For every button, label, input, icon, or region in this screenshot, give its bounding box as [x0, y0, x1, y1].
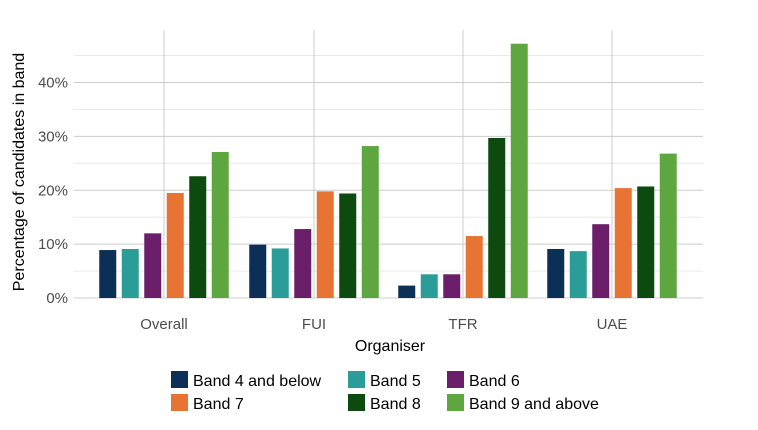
y-tick-label: 0% [46, 290, 68, 307]
bar [144, 233, 162, 298]
x-tick-labels: Overall FUI TFR UAE [140, 316, 627, 333]
bar [443, 274, 461, 298]
bar [361, 146, 379, 298]
bar [569, 251, 587, 298]
x-tick-label: UAE [597, 316, 628, 333]
bar [294, 229, 312, 298]
bar [510, 43, 528, 299]
legend-item: Band 8 [348, 394, 421, 413]
legend-label: Band 7 [193, 396, 244, 413]
bar [316, 191, 334, 298]
bar [420, 274, 438, 298]
legend-label: Band 5 [370, 373, 421, 390]
bar [166, 192, 184, 298]
legend-label: Band 9 and above [469, 396, 599, 413]
x-tick-label: TFR [448, 316, 477, 333]
bar [249, 244, 267, 298]
legend-item: Band 9 and above [447, 394, 599, 413]
legend-swatch [447, 371, 464, 388]
legend-label: Band 6 [469, 373, 520, 390]
bar [488, 137, 506, 298]
bar [592, 224, 610, 298]
bar [398, 285, 416, 298]
bar [211, 151, 229, 298]
legend-swatch [171, 394, 188, 411]
y-tick-label: 30% [38, 128, 68, 145]
y-tick-label: 10% [38, 236, 68, 253]
legend-item: Band 6 [447, 371, 520, 390]
bar [99, 250, 117, 298]
bar [121, 248, 139, 298]
legend-swatch [348, 394, 365, 411]
legend: Band 4 and below Band 5 Band 6 Band 7 Band 8… [171, 371, 599, 413]
legend-swatch [348, 371, 365, 388]
legend-label: Band 8 [370, 396, 421, 413]
bar [465, 236, 483, 298]
bar [339, 193, 357, 298]
legend-label: Band 4 and below [193, 373, 322, 390]
y-tick-label: 40% [38, 75, 68, 92]
bar [189, 176, 207, 298]
y-tick-labels: 0% 10% 20% 30% 40% [38, 75, 68, 308]
legend-swatch [447, 394, 464, 411]
bar [637, 186, 655, 298]
bars [99, 43, 677, 299]
legend-swatch [171, 371, 188, 388]
bar [614, 188, 632, 298]
legend-item: Band 4 and below [171, 371, 322, 390]
y-axis-title: Percentage of candidates in band [11, 53, 28, 291]
bar [659, 153, 677, 298]
y-tick-label: 20% [38, 182, 68, 199]
legend-item: Band 5 [348, 371, 421, 390]
legend-item: Band 7 [171, 394, 244, 413]
bar [547, 248, 565, 298]
x-tick-label: Overall [140, 316, 188, 333]
x-axis-title: Organiser [355, 338, 426, 355]
x-tick-label: FUI [302, 316, 326, 333]
bar [271, 248, 289, 298]
